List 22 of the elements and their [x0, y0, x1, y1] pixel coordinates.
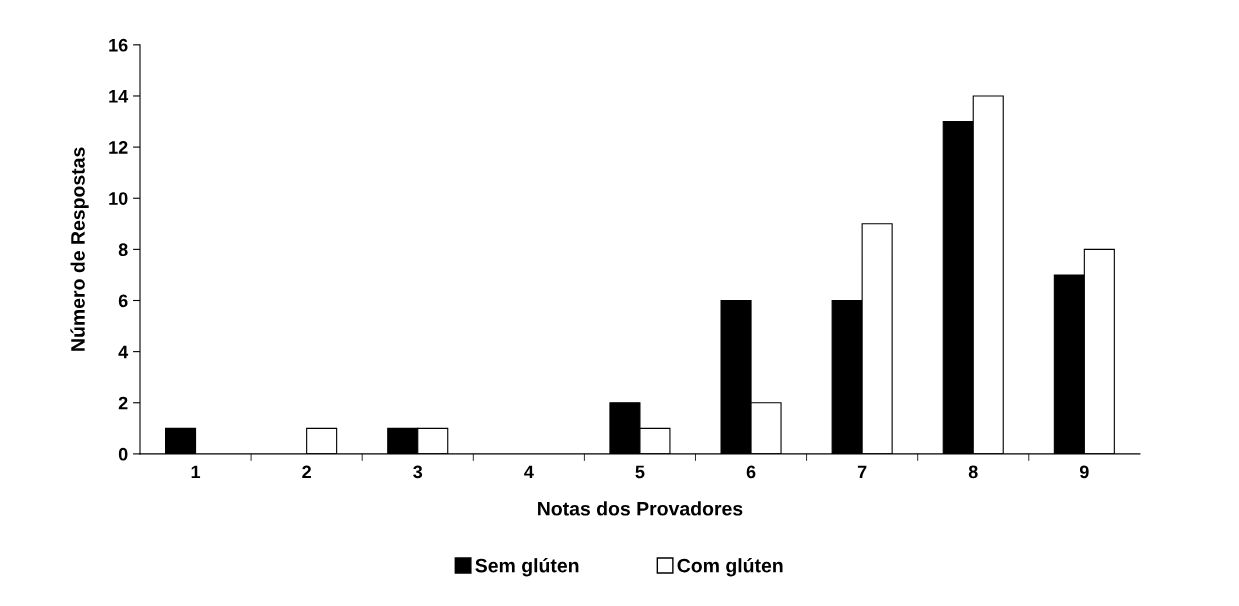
- x-tick-label: 3: [413, 465, 423, 479]
- y-tick-label: 10: [109, 192, 128, 205]
- y-axis-title: Número de Respostas: [70, 147, 89, 351]
- x-tick-label: 8: [968, 465, 978, 479]
- y-tick-label: 12: [109, 141, 128, 154]
- y-tick-label: 2: [118, 396, 128, 410]
- legend-label: Com glúten: [677, 558, 783, 577]
- y-tick-label: 6: [118, 294, 128, 308]
- x-tick-label: 1: [191, 465, 201, 479]
- y-tick-label: 4: [118, 345, 129, 359]
- x-tick-label: 2: [302, 465, 311, 479]
- x-tick-label: 7: [857, 465, 867, 479]
- x-tick-label: 5: [635, 465, 645, 479]
- x-tick-label: 4: [524, 465, 534, 479]
- legend-label: Sem glúten: [475, 558, 579, 577]
- x-tick-label: 6: [746, 465, 756, 479]
- x-axis-title: Notas dos Provadores: [538, 501, 743, 516]
- y-tick-label: 0: [118, 447, 128, 461]
- x-tick-label: 9: [1079, 465, 1089, 479]
- y-tick-label: 16: [109, 38, 128, 52]
- y-tick-label: 8: [118, 243, 128, 257]
- y-tick-label: 14: [109, 90, 129, 103]
